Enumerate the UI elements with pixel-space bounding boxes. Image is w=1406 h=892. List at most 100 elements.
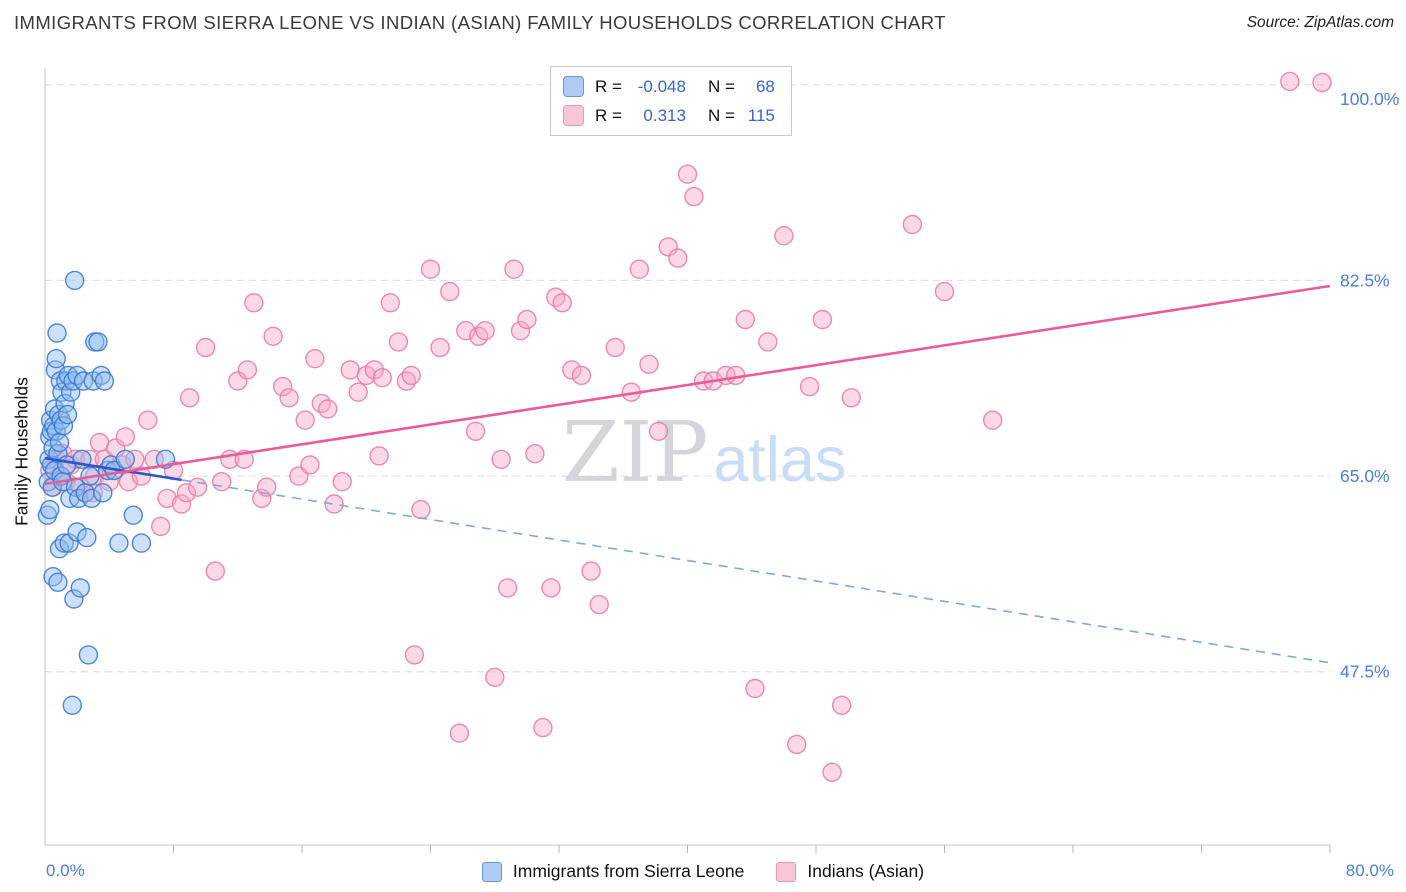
scatter-point xyxy=(841,388,861,408)
scatter-point xyxy=(48,572,68,592)
scatter-point xyxy=(562,360,582,380)
sierra-leone-points xyxy=(37,270,176,715)
scatter-point xyxy=(388,332,409,352)
scatter-point xyxy=(91,365,111,386)
scatter-point xyxy=(300,455,320,475)
scatter-point xyxy=(525,444,545,464)
n-label: N = xyxy=(707,76,735,96)
scatter-point xyxy=(49,432,70,453)
scatter-point xyxy=(138,410,158,430)
scatter-point xyxy=(668,248,688,268)
scatter-point xyxy=(420,259,441,279)
scatter-point xyxy=(504,259,524,279)
scatter-point xyxy=(648,421,669,441)
scatter-point xyxy=(64,270,85,291)
scatter-point xyxy=(340,360,360,380)
sierra-leone-trend-extension xyxy=(181,479,1331,664)
page-title: IMMIGRANTS FROM SIERRA LEONE VS INDIAN (… xyxy=(14,12,946,33)
sierra-leone-trend-solid xyxy=(44,456,182,482)
scatter-point xyxy=(832,695,852,715)
scatter-point xyxy=(401,365,421,386)
scatter-point xyxy=(211,472,232,492)
correlation-stats-legend: R = -0.048 N = 68 R = 0.313 N = 115 xyxy=(550,66,792,136)
scatter-point xyxy=(440,281,460,302)
scatter-point xyxy=(902,214,923,235)
scatter-point xyxy=(187,477,208,497)
y-tick-label: 65.0% xyxy=(1340,466,1390,486)
scatter-point xyxy=(812,309,833,330)
scatter-point xyxy=(497,578,518,598)
scatter-point xyxy=(64,589,84,609)
scatter-point xyxy=(629,259,649,279)
r-label: R = xyxy=(595,105,622,125)
scatter-point xyxy=(54,533,75,553)
series-legend: Immigrants from Sierra Leone Indians (As… xyxy=(0,861,1406,882)
scatter-point xyxy=(195,337,216,358)
y-tick-label: 100.0% xyxy=(1340,89,1399,109)
scatter-point xyxy=(639,354,659,374)
scatter-point xyxy=(677,164,698,184)
scatter-point xyxy=(369,446,389,466)
scatter-point xyxy=(1280,71,1300,92)
scatter-point xyxy=(53,416,74,436)
scatter-point xyxy=(411,499,431,520)
scatter-point xyxy=(70,578,91,598)
legend-row-indian-asian: R = 0.313 N = 115 xyxy=(563,105,775,126)
scatter-point xyxy=(552,293,572,313)
scatter-point xyxy=(176,483,197,503)
scatter-point xyxy=(465,421,486,441)
scatter-point xyxy=(318,399,338,419)
scatter-point xyxy=(745,678,765,699)
scatter-point xyxy=(934,281,955,302)
x-axis-min-label: 0.0% xyxy=(46,861,85,880)
scatter-point xyxy=(684,186,704,207)
scatter-point xyxy=(449,723,470,743)
scatter-point xyxy=(57,404,78,425)
indian-asian-swatch xyxy=(563,105,584,126)
y-tick-label: 82.5% xyxy=(1340,270,1390,290)
n-value-sierra-leone: 68 xyxy=(755,76,775,96)
scatter-point xyxy=(758,332,778,352)
scatter-point xyxy=(364,360,384,380)
n-label: N = xyxy=(707,105,735,125)
source-attribution: Source: ZipAtlas.com xyxy=(1246,14,1394,31)
scatter-point xyxy=(257,477,277,497)
scatter-point xyxy=(332,472,352,492)
scatter-point xyxy=(541,578,561,598)
scatter-point xyxy=(348,382,368,402)
scatter-point xyxy=(47,323,67,343)
scatter-point xyxy=(131,533,152,553)
sierra-leone-swatch xyxy=(563,76,584,97)
scatter-point xyxy=(822,762,842,782)
n-value-indian-asian: 115 xyxy=(747,105,775,125)
scatter-point xyxy=(581,561,601,581)
scatter-point xyxy=(94,371,115,391)
scatter-point xyxy=(78,645,99,665)
scatter-point xyxy=(115,449,136,469)
scatter-point xyxy=(372,368,392,388)
scatter-point xyxy=(115,427,136,447)
scatter-point xyxy=(263,326,283,346)
r-value-sierra-leone: -0.048 xyxy=(637,76,686,96)
y-tick-label: 47.5% xyxy=(1340,662,1390,682)
scatter-point xyxy=(150,516,171,537)
axis-lines xyxy=(44,68,1331,853)
scatter-point xyxy=(475,321,495,341)
scatter-point xyxy=(517,309,537,330)
scatter-point xyxy=(491,449,511,469)
scatter-point xyxy=(179,388,200,408)
scatter-point xyxy=(510,321,531,341)
scatter-point xyxy=(605,337,625,358)
sierra-leone-legend-swatch xyxy=(481,861,502,882)
scatter-point xyxy=(533,717,553,738)
legend-item-sierra-leone: Immigrants from Sierra Leone xyxy=(481,861,744,882)
scatter-point xyxy=(774,225,794,246)
scatter-point xyxy=(88,332,108,352)
scatter-point xyxy=(273,376,293,397)
scatter-point xyxy=(279,388,299,408)
scatter-point xyxy=(787,734,807,755)
legend-item-indian-asian: Indians (Asian) xyxy=(776,861,924,882)
r-label: R = xyxy=(595,76,622,96)
scatter-point xyxy=(571,365,592,386)
